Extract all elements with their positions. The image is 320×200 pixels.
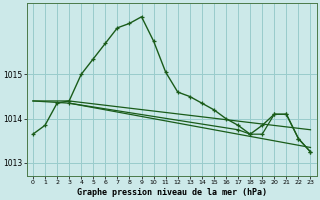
X-axis label: Graphe pression niveau de la mer (hPa): Graphe pression niveau de la mer (hPa) bbox=[77, 188, 267, 197]
